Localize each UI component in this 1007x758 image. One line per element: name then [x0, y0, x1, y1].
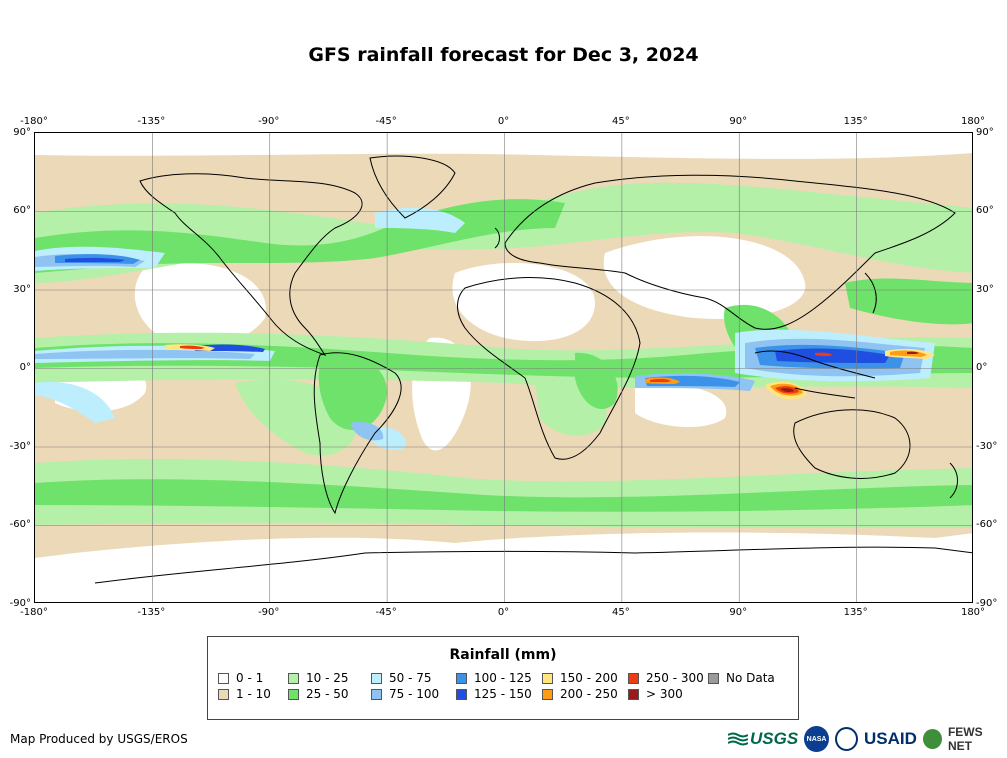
map-panel — [34, 132, 973, 603]
rain-band-125-150 — [65, 257, 890, 363]
lon-tick-label-bottom: 45° — [612, 607, 630, 618]
lat-tick-label-left: 0° — [19, 362, 31, 373]
legend-label: 0 - 1 — [236, 671, 264, 685]
fews-globe-icon — [922, 729, 942, 749]
legend-label: 10 - 25 — [306, 671, 349, 685]
lat-tick-label-left: 90° — [13, 126, 31, 138]
lat-tick-label-left: -90° — [9, 597, 31, 609]
usgs-wave-icon — [728, 732, 748, 746]
lat-tick-label-left: 30° — [13, 283, 31, 295]
lon-tick-label-bottom: -135° — [137, 607, 166, 618]
legend-title: Rainfall (mm) — [449, 647, 557, 663]
lat-tick-label-right: 60° — [976, 205, 994, 216]
lon-tick-label-bottom: 180° — [960, 607, 986, 618]
lon-tick-label-top: -180° — [20, 116, 48, 127]
lon-tick-label-top: 90° — [729, 116, 748, 127]
lat-tick-label-left: -30° — [9, 440, 31, 452]
legend-item: 200 - 250 — [542, 687, 618, 701]
lon-tick-label-bottom: -180° — [20, 607, 48, 618]
legend-item: 250 - 300 — [628, 671, 704, 685]
rain-band-over-300 — [780, 351, 919, 393]
usgs-logo-text: USGS — [750, 729, 799, 748]
legend-label: 100 - 125 — [474, 671, 532, 685]
usaid-seal-icon — [834, 727, 858, 751]
lat-tick-label-right: 90° — [976, 126, 994, 138]
legend-item: 25 - 50 — [288, 687, 349, 701]
fews-net-logo: FEWS NET — [947, 725, 983, 753]
coastlines — [94, 155, 972, 584]
legend-item: 10 - 25 — [288, 671, 349, 685]
lat-tick-label-left: 60° — [13, 205, 31, 216]
legend: Rainfall (mm) 0 - 1 1 - 10 10 - 25 25 - 50 5… — [207, 636, 799, 720]
legend-item: > 300 — [628, 687, 683, 701]
lon-tick-label-bottom: 90° — [729, 607, 748, 618]
lon-tick-label-bottom: 135° — [843, 607, 868, 618]
legend-item: 50 - 75 — [371, 671, 432, 685]
lon-tick-label-bottom: -45° — [375, 607, 397, 618]
legend-swatch — [288, 672, 299, 684]
legend-swatch — [628, 688, 639, 700]
legend-label: 125 - 150 — [474, 687, 532, 701]
legend-label: 250 - 300 — [646, 671, 704, 685]
legend-item: 125 - 150 — [456, 687, 532, 701]
legend-label: 75 - 100 — [389, 687, 440, 701]
legend-swatch — [456, 672, 467, 684]
lon-tick-label-top: 45° — [612, 116, 630, 127]
legend-swatch — [542, 672, 553, 684]
legend-swatch — [708, 672, 719, 684]
legend-swatch — [456, 688, 467, 700]
graticule-lines — [35, 133, 972, 602]
legend-swatch — [218, 672, 229, 684]
legend-item: 1 - 10 — [218, 687, 271, 701]
lon-tick-label-bottom: 0° — [497, 607, 510, 618]
legend-swatch — [628, 672, 639, 684]
credit-text: Map Produced by USGS/EROS — [10, 732, 188, 746]
legend-item: 150 - 200 — [542, 671, 618, 685]
legend-item: 100 - 125 — [456, 671, 532, 685]
legend-label: 200 - 250 — [560, 687, 618, 701]
legend-label: 150 - 200 — [560, 671, 618, 685]
lon-tick-label-top: -135° — [137, 116, 166, 127]
legend-swatch — [542, 688, 553, 700]
lat-tick-label-right: 30° — [976, 283, 994, 295]
legend-swatch — [218, 688, 229, 700]
lon-tick-label-top: 135° — [843, 116, 868, 127]
map-title: GFS rainfall forecast for Dec 3, 2024 — [308, 44, 699, 66]
legend-label: No Data — [726, 671, 775, 685]
legend-label: 25 - 50 — [306, 687, 349, 701]
lat-tick-label-right: -90° — [976, 597, 998, 609]
legend-item: 75 - 100 — [371, 687, 439, 701]
legend-label: > 300 — [646, 687, 683, 701]
lon-tick-label-bottom: -90° — [258, 607, 280, 618]
legend-swatch — [371, 672, 382, 684]
usgs-logo: USGS — [728, 729, 798, 749]
legend-label: 1 - 10 — [236, 687, 271, 701]
lat-tick-label-left: -60° — [9, 519, 31, 530]
legend-swatch — [288, 688, 299, 700]
usaid-logo: USAID — [864, 729, 917, 748]
legend-label: 50 - 75 — [389, 671, 432, 685]
lon-tick-label-top: 0° — [497, 116, 510, 127]
legend-item: No Data — [708, 671, 775, 685]
rainfall-map — [35, 133, 972, 602]
nasa-logo: NASA — [804, 726, 829, 752]
lon-tick-label-top: -45° — [375, 116, 397, 127]
lon-tick-label-top: -90° — [258, 116, 280, 127]
lon-tick-label-top: 180° — [960, 116, 986, 127]
lat-tick-label-right: 0° — [976, 362, 988, 373]
legend-swatch — [371, 688, 382, 700]
legend-item: 0 - 1 — [218, 671, 263, 685]
lat-tick-label-right: -60° — [976, 519, 998, 530]
logo-bar: USGS NASA USAID FEWS NET — [728, 725, 1007, 753]
lat-tick-label-right: -30° — [976, 440, 998, 452]
